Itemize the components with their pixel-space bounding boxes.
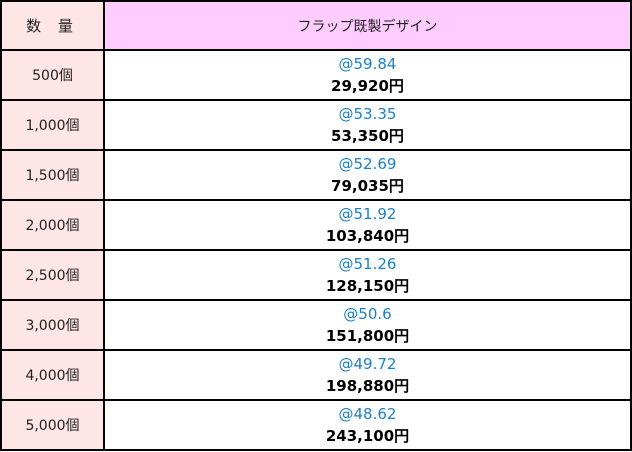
quantity-cell: 1,500個: [0, 149, 105, 201]
quantity-cell: 1,000個: [0, 99, 105, 151]
price-cell: @52.69 79,035円: [103, 149, 632, 201]
table-row: 4,000個 @49.72 198,880円: [0, 349, 632, 401]
unit-price: @59.84: [338, 55, 397, 73]
unit-price: @52.69: [338, 155, 397, 173]
table-row: 1,500個 @52.69 79,035円: [0, 149, 632, 201]
product-header: フラップ既製デザイン: [103, 0, 632, 51]
quantity-cell: 2,000個: [0, 199, 105, 251]
price-cell: @51.92 103,840円: [103, 199, 632, 251]
price-cell: @50.6 151,800円: [103, 299, 632, 351]
total-price: 79,035円: [331, 177, 404, 195]
total-price: 53,350円: [331, 127, 404, 145]
quantity-cell: 4,000個: [0, 349, 105, 401]
table-row: 2,500個 @51.26 128,150円: [0, 249, 632, 301]
total-price: 103,840円: [325, 227, 410, 245]
unit-price: @51.26: [338, 255, 397, 273]
table-row: 1,000個 @53.35 53,350円: [0, 99, 632, 151]
price-cell: @59.84 29,920円: [103, 49, 632, 101]
table-row: 2,000個 @51.92 103,840円: [0, 199, 632, 251]
quantity-header: 数 量: [0, 0, 105, 51]
quantity-cell: 500個: [0, 49, 105, 101]
total-price: 198,880円: [325, 377, 410, 395]
total-price: 243,100円: [325, 427, 410, 445]
total-price: 128,150円: [325, 277, 410, 295]
unit-price: @51.92: [338, 205, 397, 223]
quantity-cell: 5,000個: [0, 399, 105, 451]
table-row: 5,000個 @48.62 243,100円: [0, 399, 632, 451]
unit-price: @50.6: [343, 305, 392, 323]
total-price: 151,800円: [325, 327, 410, 345]
unit-price: @53.35: [338, 105, 397, 123]
header-row: 数 量 フラップ既製デザイン: [0, 0, 632, 51]
price-cell: @51.26 128,150円: [103, 249, 632, 301]
quantity-cell: 2,500個: [0, 249, 105, 301]
table-row: 3,000個 @50.6 151,800円: [0, 299, 632, 351]
unit-price: @49.72: [338, 355, 397, 373]
unit-price: @48.62: [338, 405, 397, 423]
price-cell: @53.35 53,350円: [103, 99, 632, 151]
price-cell: @49.72 198,880円: [103, 349, 632, 401]
table-row: 500個 @59.84 29,920円: [0, 49, 632, 101]
quantity-cell: 3,000個: [0, 299, 105, 351]
total-price: 29,920円: [331, 77, 404, 95]
price-cell: @48.62 243,100円: [103, 399, 632, 451]
